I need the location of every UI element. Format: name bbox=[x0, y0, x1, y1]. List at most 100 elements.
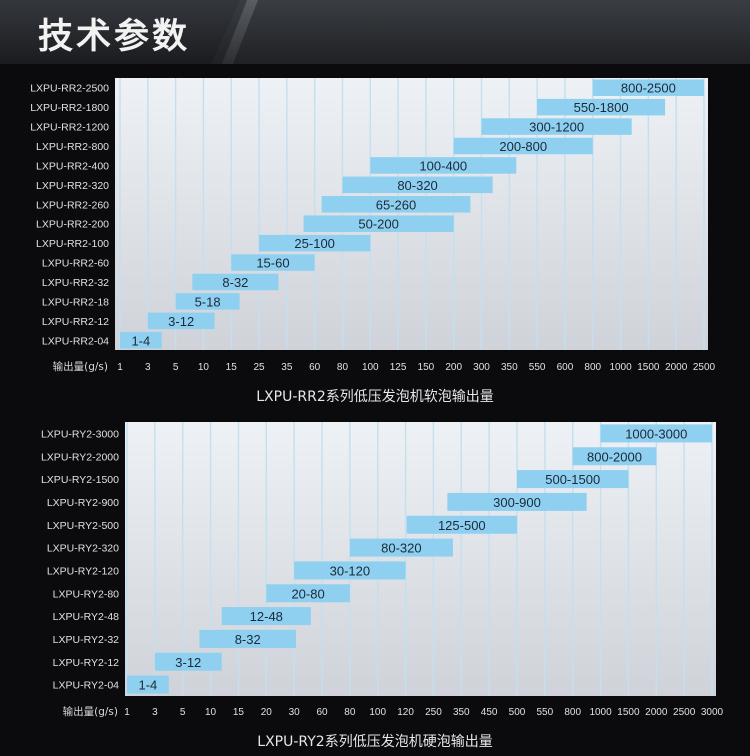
model-label: LXPU-RR2-1800 bbox=[30, 102, 109, 114]
soft-foam-chart-caption: LXPU-RR2系列低压发泡机软泡输出量 bbox=[256, 389, 494, 405]
bar-label: 80-320 bbox=[381, 541, 421, 556]
bar-label: 15-60 bbox=[256, 256, 289, 271]
range-bar bbox=[294, 561, 406, 580]
x-tick-label: 80 bbox=[337, 362, 349, 373]
x-tick-label: 5 bbox=[173, 362, 179, 373]
range-bar bbox=[303, 215, 454, 232]
range-bar bbox=[342, 176, 493, 194]
range-bar bbox=[259, 234, 371, 252]
x-tick-label: 15 bbox=[233, 707, 245, 718]
bar-label: 125-500 bbox=[438, 518, 486, 533]
x-tick-label: 5 bbox=[180, 707, 186, 718]
x-axis-title: 输出量(g/s) bbox=[63, 705, 118, 718]
x-tick-label: 20 bbox=[261, 707, 273, 718]
range-bar bbox=[192, 273, 279, 291]
x-tick-label: 800 bbox=[564, 707, 581, 718]
x-tick-label: 60 bbox=[316, 707, 328, 718]
range-bar bbox=[572, 447, 657, 466]
x-tick-label: 3 bbox=[152, 707, 158, 718]
x-tick-label: 1 bbox=[124, 707, 130, 718]
range-bar bbox=[592, 79, 704, 96]
bar-label: 1000-3000 bbox=[625, 426, 687, 441]
model-label: LXPU-RY2-1500 bbox=[41, 474, 119, 486]
x-tick-label: 30 bbox=[289, 707, 301, 718]
model-label: LXPU-RR2-1200 bbox=[30, 122, 109, 134]
x-axis-title: 输出量(g/s) bbox=[53, 360, 108, 373]
bar-label: 30-120 bbox=[330, 563, 370, 578]
bar-label: 550-1800 bbox=[574, 100, 629, 115]
x-tick-label: 10 bbox=[205, 707, 217, 718]
model-label: LXPU-RY2-48 bbox=[53, 611, 119, 623]
x-tick-label: 1000 bbox=[589, 707, 612, 718]
x-tick-label: 15 bbox=[226, 362, 238, 373]
model-label: LXPU-RY2-500 bbox=[47, 520, 119, 532]
model-label: LXPU-RR2-800 bbox=[36, 141, 109, 153]
x-tick-label: 120 bbox=[397, 707, 414, 718]
model-label: LXPU-RY2-80 bbox=[53, 588, 119, 600]
x-tick-label: 150 bbox=[418, 362, 435, 373]
model-label: LXPU-RR2-04 bbox=[42, 335, 109, 347]
bar-label: 300-1200 bbox=[529, 120, 584, 135]
bar-label: 800-2000 bbox=[587, 449, 642, 464]
x-tick-label: 1500 bbox=[637, 362, 660, 373]
range-bar bbox=[370, 157, 517, 174]
x-tick-label: 200 bbox=[445, 362, 462, 373]
soft-foam-output-chart: 800-2500 LXPU-RR2-2500 550-1800 LXPU-RR2-18… bbox=[30, 78, 716, 373]
bar-label: 8-32 bbox=[235, 632, 261, 647]
x-tick-label: 350 bbox=[501, 362, 518, 373]
x-tick-label: 250 bbox=[425, 707, 442, 718]
model-label: LXPU-RR2-260 bbox=[36, 199, 109, 211]
model-label: LXPU-RR2-320 bbox=[36, 180, 109, 192]
range-bar bbox=[406, 515, 517, 534]
x-tick-label: 350 bbox=[453, 707, 470, 718]
model-label: LXPU-RR2-2500 bbox=[30, 83, 109, 95]
bar-label: 100-400 bbox=[419, 158, 467, 173]
range-bar bbox=[517, 470, 629, 489]
bar-label: 80-320 bbox=[397, 178, 437, 193]
x-tick-label: 2500 bbox=[673, 707, 696, 718]
bar-label: 65-260 bbox=[376, 197, 416, 212]
bar-label: 500-1500 bbox=[545, 472, 600, 487]
rigid-foam-chart-caption: LXPU-RY2系列低压发泡机硬泡输出量 bbox=[257, 734, 493, 750]
range-bar bbox=[231, 254, 315, 271]
x-tick-label: 550 bbox=[529, 362, 546, 373]
model-label: LXPU-RY2-2000 bbox=[41, 451, 119, 463]
plot-area bbox=[125, 422, 716, 696]
bar-label: 12-48 bbox=[250, 609, 283, 624]
header-banner: 技术参数 bbox=[0, 0, 750, 64]
x-tick-label: 10 bbox=[198, 362, 210, 373]
range-bar bbox=[349, 538, 453, 557]
model-label: LXPU-RY2-32 bbox=[53, 634, 119, 646]
range-bar bbox=[266, 584, 350, 603]
range-bar bbox=[600, 424, 712, 443]
x-tick-label: 800 bbox=[584, 362, 601, 373]
range-bar bbox=[321, 196, 471, 213]
bar-label: 1-4 bbox=[138, 678, 157, 693]
range-bar bbox=[481, 118, 632, 135]
model-label: LXPU-RR2-200 bbox=[36, 219, 109, 231]
x-tick-label: 3000 bbox=[701, 707, 724, 718]
bar-label: 25-100 bbox=[294, 236, 334, 251]
x-tick-label: 3 bbox=[145, 362, 151, 373]
x-tick-label: 300 bbox=[473, 362, 490, 373]
x-tick-label: 1500 bbox=[617, 707, 640, 718]
x-tick-label: 450 bbox=[481, 707, 498, 718]
x-tick-label: 500 bbox=[509, 707, 526, 718]
model-label: LXPU-RY2-320 bbox=[47, 543, 119, 555]
bar-label: 5-18 bbox=[195, 294, 221, 309]
x-tick-label: 1 bbox=[117, 362, 123, 373]
bar-label: 1-4 bbox=[131, 333, 150, 348]
banner-title-plate bbox=[0, 0, 240, 64]
range-bar bbox=[537, 98, 666, 116]
model-label: LXPU-RY2-04 bbox=[53, 680, 119, 692]
model-label: LXPU-RY2-3000 bbox=[41, 428, 119, 440]
model-label: LXPU-RY2-900 bbox=[47, 497, 119, 509]
x-tick-label: 100 bbox=[369, 707, 386, 718]
model-label: LXPU-RY2-120 bbox=[47, 565, 119, 577]
model-label: LXPU-RR2-12 bbox=[42, 316, 109, 328]
x-tick-label: 80 bbox=[344, 707, 356, 718]
x-tick-label: 2000 bbox=[665, 362, 688, 373]
bar-label: 50-200 bbox=[358, 217, 398, 232]
bar-label: 800-2500 bbox=[621, 81, 676, 96]
page-title: 技术参数 bbox=[38, 17, 191, 57]
